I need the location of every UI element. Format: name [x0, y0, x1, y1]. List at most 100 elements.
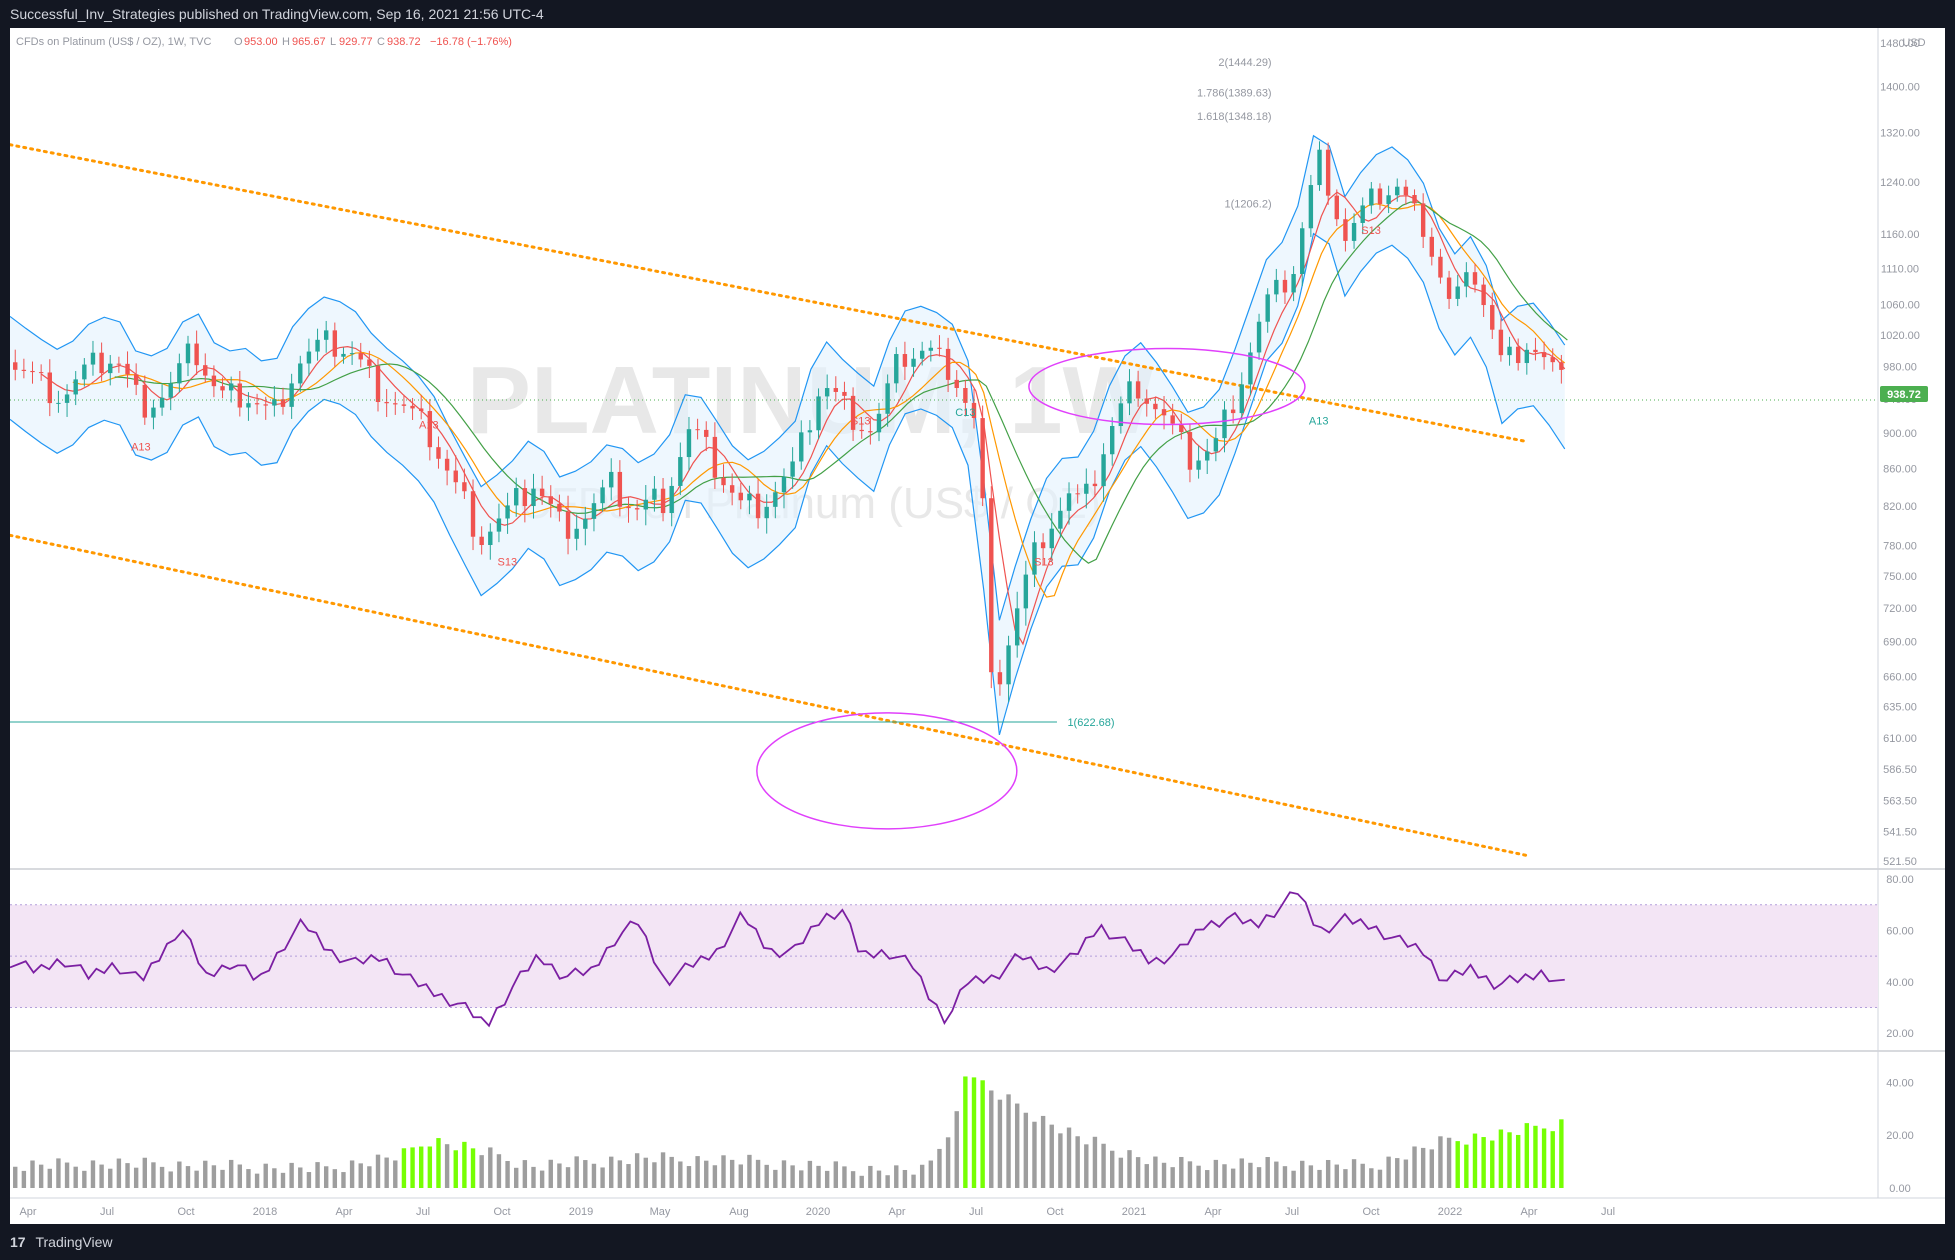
candle-body[interactable] [315, 339, 320, 352]
candle-body[interactable] [1291, 274, 1296, 293]
candle-body[interactable] [13, 362, 18, 370]
candle-body[interactable] [1187, 432, 1193, 470]
volume-bar[interactable] [1334, 1164, 1339, 1188]
volume-bar[interactable] [764, 1164, 769, 1188]
candle-body[interactable] [1282, 279, 1288, 293]
volume-bar[interactable] [574, 1156, 579, 1188]
volume-bar[interactable] [928, 1160, 934, 1188]
candle-body[interactable] [678, 457, 683, 486]
volume-bar[interactable] [410, 1147, 415, 1188]
candle-body[interactable] [1110, 426, 1115, 455]
candle-body[interactable] [496, 518, 502, 532]
volume-bar[interactable] [1472, 1133, 1478, 1188]
volume-bar[interactable] [1395, 1158, 1400, 1188]
volume-bar[interactable] [1550, 1131, 1555, 1188]
volume-bar[interactable] [367, 1166, 372, 1188]
candle-body[interactable] [298, 363, 303, 384]
candle-body[interactable] [859, 429, 864, 432]
rsi-pane[interactable]: 20.00 40.00 60.00 80.00 [9, 874, 1914, 1040]
candle-body[interactable] [1403, 186, 1409, 196]
volume-bar[interactable] [142, 1157, 147, 1188]
tradingview-logo-icon[interactable]: 17 [10, 1234, 26, 1250]
candle-body[interactable] [1334, 195, 1339, 220]
candle-body[interactable] [194, 343, 199, 366]
candle-body[interactable] [660, 488, 666, 514]
volume-bar[interactable] [228, 1159, 234, 1188]
volume-bar[interactable] [824, 1170, 830, 1188]
volume-bar[interactable] [479, 1155, 484, 1188]
volume-bar[interactable] [1317, 1169, 1322, 1188]
candle-body[interactable] [1429, 236, 1434, 257]
candle-body[interactable] [211, 375, 217, 387]
volume-bar[interactable] [557, 1163, 562, 1188]
volume-bar[interactable] [522, 1160, 528, 1188]
volume-bar[interactable] [211, 1165, 217, 1188]
volume-bar[interactable] [1403, 1159, 1409, 1188]
candle-body[interactable] [254, 403, 260, 405]
candle-body[interactable] [384, 402, 389, 404]
volume-bar[interactable] [488, 1147, 493, 1188]
candle-body[interactable] [729, 485, 735, 493]
volume-bar[interactable] [306, 1172, 312, 1188]
rsi-line[interactable] [9, 891, 1565, 1028]
volume-bar[interactable] [99, 1164, 104, 1188]
volume-bar[interactable] [514, 1167, 519, 1188]
candle-body[interactable] [73, 379, 78, 395]
candle-body[interactable] [609, 471, 614, 488]
candle-body[interactable] [1006, 645, 1011, 685]
price-axis[interactable]: 521.50 541.50 563.50 586.50 610.00 635.00 660.… [1880, 38, 1920, 868]
candle-body[interactable] [1196, 460, 1201, 470]
candle-body[interactable] [773, 492, 778, 507]
volume-bar[interactable] [1412, 1146, 1417, 1188]
candle-body[interactable] [1092, 483, 1098, 487]
candle-body[interactable] [738, 492, 743, 501]
candle-body[interactable] [1515, 346, 1521, 364]
candle-body[interactable] [1412, 195, 1417, 204]
volume-bar[interactable] [358, 1163, 363, 1188]
donchian-channel-lower[interactable] [9, 232, 1566, 736]
highlight-ellipse-current[interactable] [1028, 347, 1306, 426]
volume-bar[interactable] [1092, 1136, 1098, 1188]
candle-body[interactable] [911, 358, 916, 367]
candle-body[interactable] [919, 350, 925, 359]
volume-bar[interactable] [963, 1076, 968, 1188]
candle-body[interactable] [479, 536, 484, 546]
volume-bar[interactable] [686, 1166, 692, 1188]
candle-body[interactable] [669, 485, 674, 514]
volume-bar[interactable] [1481, 1137, 1486, 1188]
volume-bar[interactable] [747, 1154, 752, 1188]
volume-bar[interactable] [220, 1169, 225, 1188]
candle-body[interactable] [56, 402, 61, 404]
volume-bar[interactable] [1515, 1134, 1521, 1188]
volume-bar[interactable] [116, 1158, 122, 1188]
candle-body[interactable] [928, 347, 934, 351]
volume-bar[interactable] [444, 1144, 450, 1188]
candle-body[interactable] [1135, 381, 1141, 399]
candle-body[interactable] [64, 394, 70, 403]
volume-bar[interactable] [997, 1099, 1003, 1188]
volume-bar[interactable] [90, 1160, 96, 1188]
volume-bar[interactable] [1179, 1156, 1184, 1188]
volume-bar[interactable] [332, 1169, 338, 1188]
candle-body[interactable] [30, 370, 35, 373]
ma-slow[interactable] [114, 201, 1568, 564]
candle-body[interactable] [367, 359, 372, 366]
candle-body[interactable] [583, 518, 588, 529]
candle-body[interactable] [1179, 423, 1184, 433]
candle-body[interactable] [1438, 256, 1443, 278]
candle-body[interactable] [1032, 542, 1037, 575]
volume-bar[interactable] [669, 1156, 674, 1188]
volume-bar[interactable] [1040, 1115, 1046, 1188]
volume-bar[interactable] [617, 1160, 623, 1188]
volume-bar[interactable] [1524, 1123, 1530, 1188]
candle-body[interactable] [444, 458, 450, 471]
volume-bar[interactable] [73, 1166, 78, 1188]
candle-body[interactable] [323, 330, 329, 340]
candle-body[interactable] [531, 488, 536, 507]
candle-body[interactable] [419, 408, 424, 412]
candle-body[interactable] [1248, 352, 1253, 385]
volume-bar[interactable] [678, 1161, 683, 1188]
volume-bar[interactable] [427, 1146, 433, 1188]
candle-body[interactable] [1127, 381, 1132, 404]
volume-bar[interactable] [885, 1175, 890, 1188]
